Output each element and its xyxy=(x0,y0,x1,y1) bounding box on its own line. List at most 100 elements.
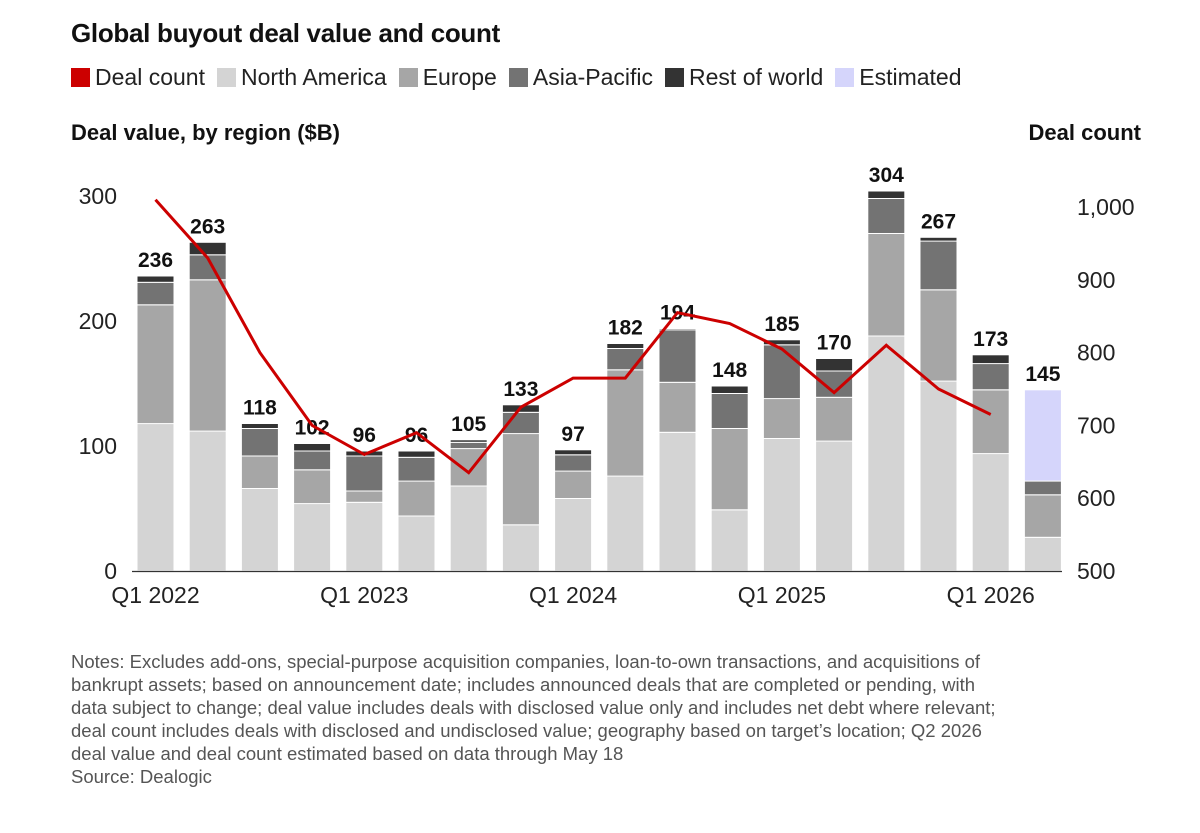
notes-line: deal value and deal count estimated base… xyxy=(71,743,624,764)
bar-north-america xyxy=(710,509,749,572)
bar-europe xyxy=(449,448,488,487)
y-axis-title: Deal value, by region ($B) xyxy=(71,120,340,145)
y-tick-label: 200 xyxy=(79,308,117,334)
bar-rest-of-world xyxy=(606,343,645,349)
y2-axis-title: Deal count xyxy=(1028,120,1141,145)
bar-asia-pacific xyxy=(136,281,175,306)
bar-north-america xyxy=(501,524,540,572)
y-tick-label: 100 xyxy=(79,433,117,459)
bar-europe xyxy=(136,304,175,425)
y2-tick-label: 900 xyxy=(1077,267,1115,293)
bar-europe xyxy=(815,396,854,442)
legend: Deal count North America Europe Asia-Pac… xyxy=(71,64,974,91)
legend-swatch-deal-count xyxy=(71,68,90,87)
notes-line: Notes: Excludes add-ons, special-purpose… xyxy=(71,651,981,672)
y2-tick-label: 600 xyxy=(1077,485,1115,511)
bar-north-america xyxy=(345,501,384,572)
bar-north-america xyxy=(449,485,488,572)
bar-asia-pacific xyxy=(919,240,958,291)
legend-swatch-estimated xyxy=(835,68,855,87)
bar-europe xyxy=(397,480,436,517)
bar-asia-pacific xyxy=(345,455,384,492)
bar-europe xyxy=(293,469,332,505)
total-label: 97 xyxy=(561,423,584,446)
bar-asia-pacific xyxy=(867,198,906,234)
bar-asia-pacific xyxy=(762,344,801,400)
total-label: 236 xyxy=(138,249,173,272)
bar-asia-pacific xyxy=(293,450,332,471)
total-label: 263 xyxy=(190,215,225,238)
chart-title: Global buyout deal value and count xyxy=(71,18,500,48)
bar-asia-pacific xyxy=(710,393,749,429)
bar-north-america xyxy=(240,488,279,572)
notes-line: data subject to change; deal value inclu… xyxy=(71,697,996,718)
total-label: 118 xyxy=(243,397,277,420)
bar-asia-pacific xyxy=(449,441,488,450)
bar-europe xyxy=(606,369,645,477)
bar-north-america xyxy=(919,380,958,572)
bar-europe xyxy=(345,490,384,503)
bar-europe xyxy=(867,233,906,337)
bar-europe xyxy=(240,455,279,489)
bar-europe xyxy=(971,389,1010,455)
bar-europe xyxy=(1023,494,1062,538)
y2-tick-label: 1,000 xyxy=(1077,194,1135,220)
legend-item-deal-count: Deal count xyxy=(71,64,205,91)
bar-europe xyxy=(658,381,697,433)
bar-north-america xyxy=(971,453,1010,572)
total-label: 173 xyxy=(973,328,1008,351)
bar-estimated xyxy=(1023,389,1062,482)
legend-item-estimated: Estimated xyxy=(835,64,962,91)
bar-rest-of-world xyxy=(136,275,175,283)
bar-rest-of-world xyxy=(919,236,958,242)
bar-asia-pacific xyxy=(240,428,279,457)
legend-label: Deal count xyxy=(95,64,205,90)
bar-north-america xyxy=(554,498,593,572)
total-label: 133 xyxy=(503,378,538,401)
bar-europe xyxy=(762,398,801,439)
bar-north-america xyxy=(188,430,227,572)
bar-europe xyxy=(501,433,540,526)
x-tick-label: Q1 2025 xyxy=(738,582,826,608)
total-label: 304 xyxy=(869,164,904,187)
bar-rest-of-world xyxy=(815,358,854,372)
total-label: 185 xyxy=(764,313,799,336)
total-label: 170 xyxy=(817,332,852,355)
total-label: 148 xyxy=(712,359,747,382)
legend-label: Rest of world xyxy=(689,64,824,90)
total-label: 267 xyxy=(921,210,956,233)
bar-north-america xyxy=(293,503,332,572)
y2-tick-label: 700 xyxy=(1077,412,1115,438)
bar-rest-of-world xyxy=(867,190,906,199)
bar-europe xyxy=(710,428,749,511)
source-line: Source: Dealogic xyxy=(71,766,212,787)
total-label: 96 xyxy=(405,424,428,447)
notes-line: bankrupt assets; based on announcement d… xyxy=(71,674,976,695)
legend-swatch-rest-of-world xyxy=(665,68,685,87)
bar-europe xyxy=(554,470,593,499)
bar-europe xyxy=(188,279,227,432)
total-label: 182 xyxy=(608,317,643,340)
notes: Notes: Excludes add-ons, special-purpose… xyxy=(71,650,1151,788)
bar-rest-of-world xyxy=(971,354,1010,365)
x-tick-label: Q1 2022 xyxy=(111,582,199,608)
notes-line: deal count includes deals with disclosed… xyxy=(71,720,982,741)
bar-rest-of-world xyxy=(762,339,801,346)
bar-north-america xyxy=(658,431,697,572)
bar-north-america xyxy=(762,438,801,572)
bar-rest-of-world xyxy=(554,449,593,456)
bar-rest-of-world xyxy=(449,439,488,443)
bar-north-america xyxy=(867,335,906,572)
x-tick-label: Q1 2023 xyxy=(320,582,408,608)
legend-label: Asia-Pacific xyxy=(532,64,654,90)
legend-label: North America xyxy=(240,64,387,90)
legend-swatch-europe xyxy=(398,68,418,87)
bar-north-america xyxy=(397,515,436,572)
legend-item-north-america: North America xyxy=(216,64,387,91)
bar-rest-of-world xyxy=(710,385,749,394)
bar-asia-pacific xyxy=(397,456,436,482)
legend-label: Europe xyxy=(422,64,497,90)
y-tick-label: 0 xyxy=(104,558,117,584)
x-tick-label: Q1 2024 xyxy=(529,582,617,608)
bar-asia-pacific xyxy=(971,363,1010,391)
